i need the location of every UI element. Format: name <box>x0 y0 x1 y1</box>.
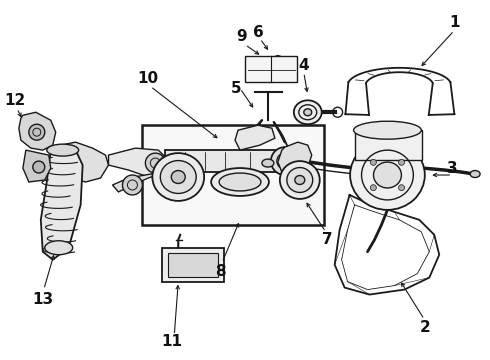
Circle shape <box>370 185 376 191</box>
Polygon shape <box>271 55 285 66</box>
Polygon shape <box>56 142 108 182</box>
Ellipse shape <box>354 121 421 139</box>
Text: 7: 7 <box>322 232 333 247</box>
Bar <box>165 150 285 172</box>
Ellipse shape <box>211 168 269 196</box>
Polygon shape <box>108 148 168 177</box>
Text: 3: 3 <box>447 161 458 176</box>
Text: 1: 1 <box>449 15 460 30</box>
Circle shape <box>146 153 165 173</box>
Polygon shape <box>113 172 165 192</box>
Ellipse shape <box>280 161 319 199</box>
Ellipse shape <box>262 159 274 167</box>
Ellipse shape <box>373 162 401 188</box>
Text: 6: 6 <box>252 25 263 40</box>
Ellipse shape <box>287 167 313 193</box>
Ellipse shape <box>294 100 322 124</box>
Bar <box>162 248 224 282</box>
Bar <box>245 57 297 82</box>
Ellipse shape <box>219 173 261 191</box>
Polygon shape <box>19 112 56 150</box>
Polygon shape <box>23 150 51 182</box>
Text: 5: 5 <box>231 81 242 96</box>
Text: 13: 13 <box>32 292 53 307</box>
Circle shape <box>398 185 405 191</box>
Circle shape <box>398 159 405 165</box>
Ellipse shape <box>47 144 78 156</box>
Circle shape <box>29 124 45 140</box>
Ellipse shape <box>160 161 196 193</box>
Text: 8: 8 <box>215 264 225 279</box>
Text: 12: 12 <box>4 93 25 108</box>
Bar <box>355 130 422 160</box>
Text: 4: 4 <box>298 58 309 73</box>
Ellipse shape <box>45 241 73 255</box>
Ellipse shape <box>304 109 312 116</box>
Text: 10: 10 <box>138 71 159 86</box>
Ellipse shape <box>470 171 480 177</box>
Polygon shape <box>278 142 312 175</box>
Text: 2: 2 <box>420 320 431 335</box>
Text: 11: 11 <box>162 334 183 349</box>
Circle shape <box>271 147 299 175</box>
Ellipse shape <box>152 153 204 201</box>
Circle shape <box>122 175 143 195</box>
Circle shape <box>33 161 45 173</box>
Bar <box>143 125 324 225</box>
Text: 9: 9 <box>237 29 247 44</box>
Circle shape <box>370 159 376 165</box>
Ellipse shape <box>350 140 425 210</box>
Bar <box>168 253 218 276</box>
Polygon shape <box>235 125 275 150</box>
Ellipse shape <box>295 176 305 184</box>
Ellipse shape <box>172 171 185 184</box>
Polygon shape <box>41 145 83 260</box>
